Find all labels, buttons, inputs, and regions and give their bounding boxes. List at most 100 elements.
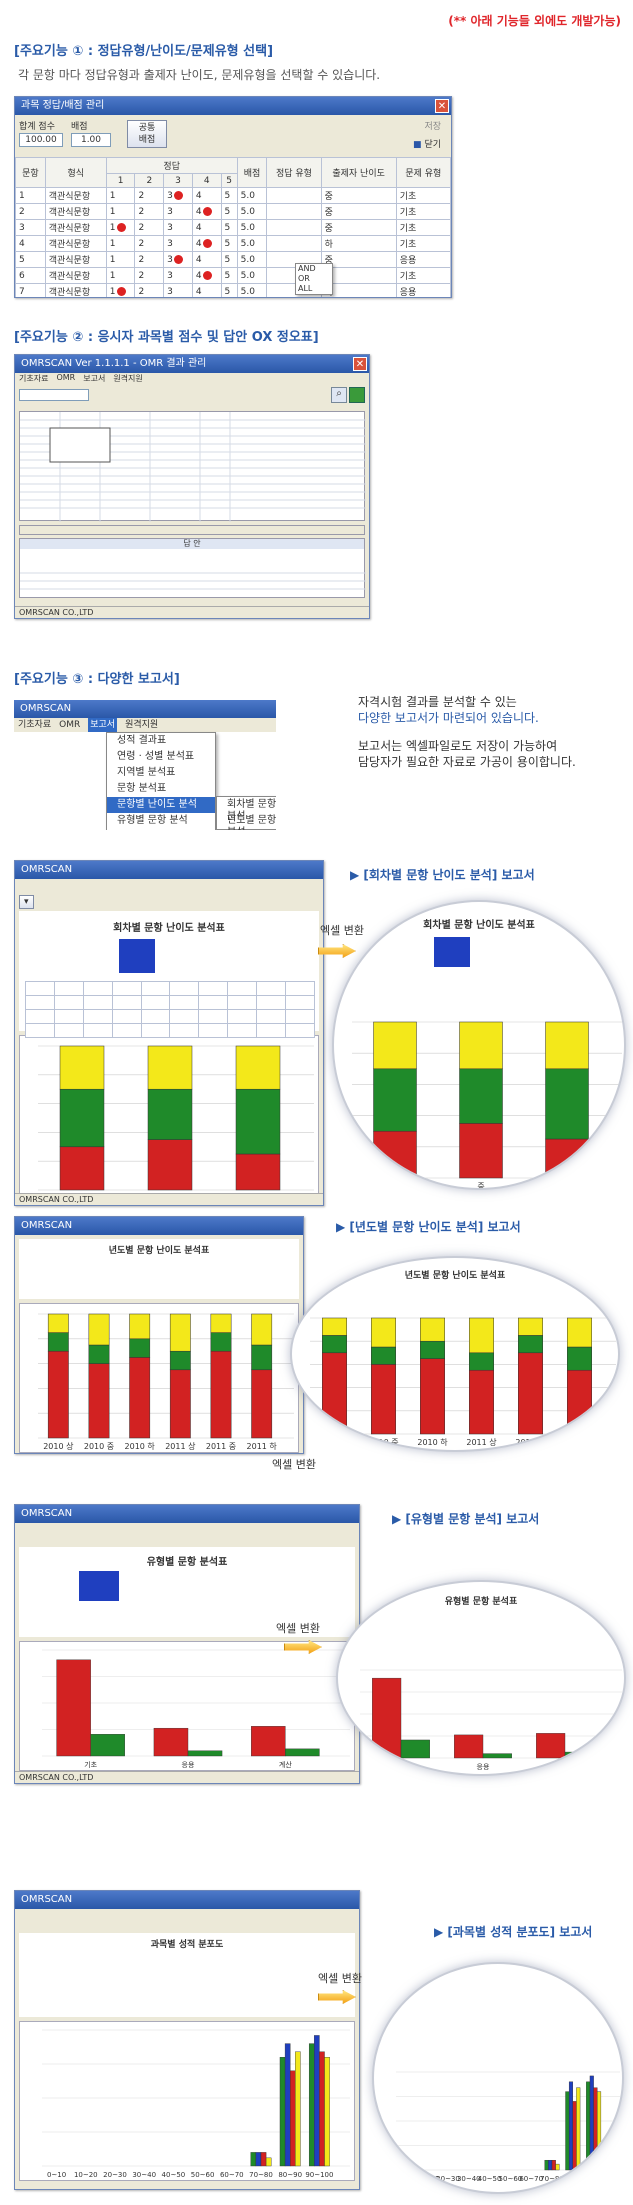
option-cell[interactable]: 5 (220, 251, 238, 268)
option-cell[interactable]: 1 (105, 203, 136, 220)
option-cell[interactable]: 4 (191, 235, 222, 252)
row-difficulty[interactable]: 하 (320, 235, 397, 252)
option-cell[interactable]: 4 (191, 267, 222, 284)
row-type[interactable]: 객관식문항 (44, 283, 107, 297)
row-number[interactable]: 4 (15, 235, 46, 252)
option-cell[interactable]: 3 (163, 283, 193, 297)
option-cell[interactable]: 1 (105, 251, 136, 268)
row-type[interactable]: 객관식문항 (44, 187, 107, 204)
option-cell[interactable]: 2 (134, 203, 165, 220)
filter-select[interactable]: ▾ (19, 895, 34, 909)
option-cell[interactable]: 3 (163, 203, 193, 220)
save-button[interactable]: 저장 (424, 122, 441, 132)
row-type[interactable]: 객관식문항 (44, 267, 107, 284)
row-category[interactable]: 응용 (395, 283, 451, 297)
row-type[interactable]: 객관식문항 (44, 203, 107, 220)
score-input[interactable]: 1.00 (71, 133, 111, 147)
option-cell[interactable]: 3 (163, 251, 193, 268)
dropdown-option[interactable]: OR (298, 274, 310, 283)
close-icon[interactable]: ✕ (435, 99, 449, 113)
option-cell[interactable]: 3 (163, 187, 193, 204)
option-cell[interactable]: 5 (220, 203, 238, 220)
option-cell[interactable]: 1 (105, 235, 136, 252)
option-cell[interactable]: 5 (220, 187, 238, 204)
row-score[interactable]: 5.0 (236, 267, 268, 284)
answer-ox-grid[interactable]: 답 안 (19, 538, 366, 598)
row-number[interactable]: 2 (15, 203, 46, 220)
row-number[interactable]: 1 (15, 187, 46, 204)
row-score[interactable]: 5.0 (236, 283, 268, 297)
answer-type-cell[interactable] (266, 187, 322, 204)
option-cell[interactable]: 2 (134, 251, 165, 268)
apply-score-button[interactable]: 공통 배점 (127, 120, 167, 148)
option-cell[interactable]: 3 (163, 219, 193, 236)
report-menu-item[interactable]: 과목별 성적 분포도 (107, 829, 215, 830)
option-cell[interactable]: 2 (134, 219, 165, 236)
row-type[interactable]: 객관식문항 (44, 235, 107, 252)
option-cell[interactable]: 4 (191, 251, 222, 268)
option-cell[interactable]: 1 (105, 219, 136, 236)
row-category[interactable]: 기초 (395, 203, 451, 220)
table-row[interactable]: 3 객관식문항 1 2 3 4 5 5.0 중 기초 (15, 219, 451, 236)
option-cell[interactable]: 2 (134, 283, 165, 297)
option-cell[interactable]: 2 (134, 187, 165, 204)
report-menu-item[interactable]: 성적 결과표 (117, 735, 167, 746)
menu-item[interactable]: 보고서 (88, 718, 118, 732)
menu-item[interactable]: OMR (56, 373, 76, 382)
option-cell[interactable]: 5 (220, 267, 238, 284)
excel-icon[interactable] (349, 387, 365, 403)
table-row[interactable]: 2 객관식문항 1 2 3 4 5 5.0 중 기초 (15, 203, 451, 220)
scrollbar[interactable] (19, 525, 365, 535)
row-difficulty[interactable]: 중 (320, 219, 397, 236)
table-row[interactable]: 1 객관식문항 1 2 3 4 5 5.0 중 기초 (15, 187, 451, 204)
option-cell[interactable]: 4 (191, 203, 222, 220)
option-cell[interactable]: 5 (220, 235, 238, 252)
row-score[interactable]: 5.0 (236, 203, 268, 220)
report-menu-item[interactable]: 유형별 문항 분석 (117, 815, 188, 826)
dropdown-option[interactable]: ALL (298, 284, 313, 293)
menu-item[interactable]: OMR (59, 720, 81, 730)
row-score[interactable]: 5.0 (236, 187, 268, 204)
table-row[interactable]: 5 객관식문항 1 2 3 4 5 5.0 중 응용 (15, 251, 451, 268)
close-icon[interactable]: ✕ (353, 357, 367, 371)
option-cell[interactable]: 1 (105, 187, 136, 204)
option-cell[interactable]: 4 (191, 219, 222, 236)
row-difficulty[interactable]: 중 (320, 187, 397, 204)
close-button[interactable]: ■ 닫기 (413, 137, 441, 150)
row-category[interactable]: 기초 (395, 187, 451, 204)
menu-item[interactable]: 원격지원 (125, 720, 159, 730)
row-category[interactable]: 응용 (395, 251, 451, 268)
row-category[interactable]: 기초 (395, 267, 451, 284)
answer-type-cell[interactable] (266, 219, 322, 236)
menu-item[interactable]: 보고서 (83, 374, 106, 383)
total-input[interactable]: 100.00 (19, 133, 63, 147)
dropdown-option[interactable]: AND (298, 264, 316, 273)
submenu-item[interactable]: 년도별 문항 난이도 분석 (227, 815, 276, 830)
row-number[interactable]: 3 (15, 219, 46, 236)
row-score[interactable]: 5.0 (236, 235, 268, 252)
report-menu-item[interactable]: 연령 · 성별 분석표 (117, 751, 195, 762)
menu-item[interactable]: 원격지원 (113, 374, 143, 383)
option-cell[interactable]: 3 (163, 235, 193, 252)
answer-type-dropdown[interactable]: AND OR ALL (295, 263, 333, 295)
menu-item[interactable]: 기초자료 (18, 720, 52, 730)
search-icon[interactable]: ⌕ (331, 387, 347, 403)
option-cell[interactable]: 5 (220, 283, 238, 297)
report-menu-item[interactable]: 문항 분석표 (117, 783, 167, 794)
row-number[interactable]: 7 (15, 283, 46, 297)
table-row[interactable]: 4 객관식문항 1 2 3 4 5 5.0 하 기초 (15, 235, 451, 252)
option-cell[interactable]: 4 (191, 283, 222, 297)
option-cell[interactable]: 1 (105, 267, 136, 284)
option-cell[interactable]: 2 (134, 235, 165, 252)
answer-type-cell[interactable] (266, 235, 322, 252)
subject-select[interactable] (19, 389, 89, 401)
row-category[interactable]: 기초 (395, 219, 451, 236)
option-cell[interactable]: 3 (163, 267, 193, 284)
row-type[interactable]: 객관식문항 (44, 219, 107, 236)
submenu-item[interactable]: 회차별 문항 난이도 분석 (227, 799, 276, 822)
menu-item[interactable]: 기초자료 (19, 374, 49, 383)
option-cell[interactable]: 4 (191, 187, 222, 204)
row-score[interactable]: 5.0 (236, 251, 268, 268)
